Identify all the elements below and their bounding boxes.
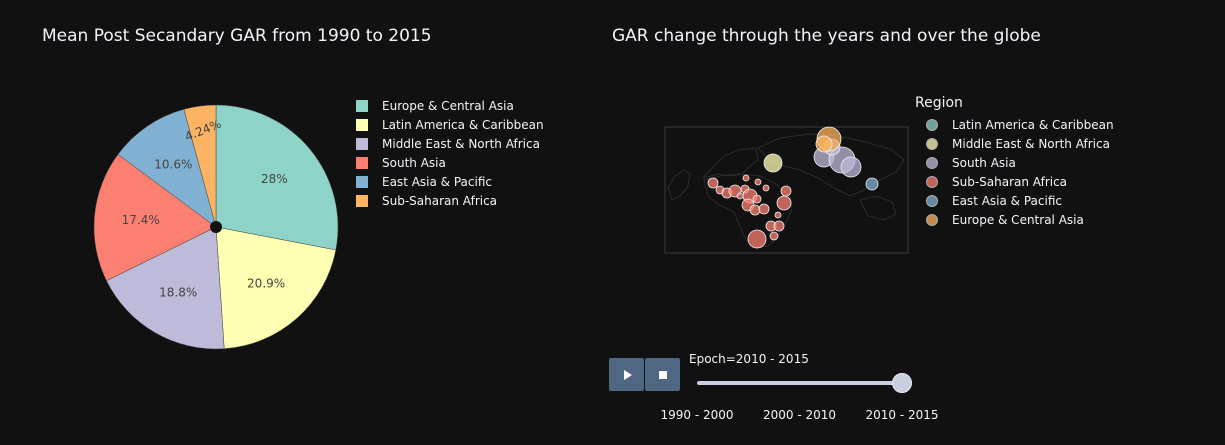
legend-item-sub-saharan-africa[interactable]: Sub-Saharan Africa xyxy=(356,191,544,210)
map-bubble-sub-saharan-africa[interactable] xyxy=(776,195,792,211)
map-bubble-sub-saharan-africa[interactable] xyxy=(707,177,719,189)
map-bubble-sub-saharan-africa[interactable] xyxy=(754,178,762,186)
map-bubble-south-asia[interactable] xyxy=(840,156,862,178)
map-legend-item-sub-saharan-africa[interactable]: Sub-Saharan Africa xyxy=(926,172,1114,191)
stop-button[interactable] xyxy=(645,358,680,391)
legend-label: South Asia xyxy=(382,155,446,170)
map-bubble-sub-saharan-africa[interactable] xyxy=(769,231,779,241)
legend-item-middle-east-and-north-africa[interactable]: Middle East & North Africa xyxy=(356,134,544,153)
map-bubble-sub-saharan-africa[interactable] xyxy=(780,185,792,197)
map-bubble-east-asia-and-pacific[interactable] xyxy=(865,177,879,191)
legend-label: Middle East & North Africa xyxy=(382,136,540,151)
legend-marker xyxy=(926,175,938,188)
map-legend-item-latin-america-and-caribbean[interactable]: Latin America & Caribbean xyxy=(926,115,1114,134)
legend-label: East Asia & Pacific xyxy=(952,193,1062,208)
legend-marker xyxy=(926,118,938,131)
map-bubble-sub-saharan-africa[interactable] xyxy=(736,192,744,200)
world-map[interactable] xyxy=(664,126,909,254)
americas-outline xyxy=(667,169,691,201)
legend-marker xyxy=(926,137,938,150)
legend-swatch xyxy=(356,194,368,207)
oceania-outline xyxy=(859,195,897,221)
map-bubble-europe-and-central-asia[interactable] xyxy=(815,135,833,153)
map-chart-title: GAR change through the years and over th… xyxy=(612,26,1041,46)
legend-label: Sub-Saharan Africa xyxy=(382,193,498,208)
map-legend-item-middle-east-and-north-africa[interactable]: Middle East & North Africa xyxy=(926,134,1114,153)
legend-label: Sub-Saharan Africa xyxy=(952,174,1068,189)
pie-slice-europe-and-central-asia[interactable] xyxy=(215,104,339,251)
map-bubble-sub-saharan-africa[interactable] xyxy=(774,211,782,219)
pie-value-label: 20.9% xyxy=(247,277,285,291)
map-bubble-sub-saharan-africa[interactable] xyxy=(752,194,762,204)
pie-slice-south-asia[interactable] xyxy=(93,154,217,282)
legend-marker xyxy=(926,213,938,226)
legend-marker xyxy=(926,156,938,169)
pie-value-label: 17.4% xyxy=(122,213,160,227)
pie-chart[interactable]: 28%20.9%18.8%17.4%10.6%4.24% xyxy=(93,104,339,350)
map-bubble-sub-saharan-africa[interactable] xyxy=(749,204,761,216)
map-bubble-sub-saharan-africa[interactable] xyxy=(773,220,785,232)
pie-center-dot xyxy=(210,221,222,233)
map-bubble-sub-saharan-africa[interactable] xyxy=(747,229,767,249)
legend-swatch xyxy=(356,137,368,150)
pie-slice-middle-east-and-north-africa[interactable] xyxy=(106,226,225,350)
pie-slice-sub-saharan-africa[interactable] xyxy=(183,104,217,228)
legend-swatch xyxy=(356,175,368,188)
legend-swatch xyxy=(356,99,368,112)
map-bubble-sub-saharan-africa[interactable] xyxy=(762,184,770,192)
pie-value-label: 28% xyxy=(261,172,288,186)
legend-label: South Asia xyxy=(952,155,1016,170)
legend-item-europe-and-central-asia[interactable]: Europe & Central Asia xyxy=(356,96,544,115)
legend-label: Latin America & Caribbean xyxy=(952,117,1114,132)
map-legend-item-south-asia[interactable]: South Asia xyxy=(926,153,1114,172)
legend-item-east-asia-and-pacific[interactable]: East Asia & Pacific xyxy=(356,172,544,191)
pie-slice-latin-america-and-caribbean[interactable] xyxy=(215,226,337,349)
pie-slice-east-asia-and-pacific[interactable] xyxy=(117,109,217,228)
map-bubble-sub-saharan-africa[interactable] xyxy=(742,174,750,182)
map-legend-item-east-asia-and-pacific[interactable]: East Asia & Pacific xyxy=(926,191,1114,210)
europe-outline xyxy=(701,147,759,179)
pie-legend: Europe & Central Asia Latin America & Car… xyxy=(356,96,544,210)
slider-track[interactable] xyxy=(697,381,902,385)
legend-marker xyxy=(926,194,938,207)
legend-label: Middle East & North Africa xyxy=(952,136,1110,151)
legend-label: East Asia & Pacific xyxy=(382,174,492,189)
map-bubble-sub-saharan-africa[interactable] xyxy=(758,203,770,215)
map-bubble-middle-east-and-north-africa[interactable] xyxy=(763,153,783,173)
play-button[interactable] xyxy=(609,358,644,391)
slider-current-value: Epoch=2010 - 2015 xyxy=(689,352,809,366)
stop-icon xyxy=(658,370,667,379)
legend-label: Europe & Central Asia xyxy=(382,98,514,113)
slider-handle[interactable] xyxy=(892,373,912,393)
pie-value-label: 18.8% xyxy=(159,286,197,300)
pie-chart-title: Mean Post Secandary GAR from 1990 to 201… xyxy=(42,26,432,46)
map-frame xyxy=(664,126,909,254)
slider-tick-label[interactable]: 2010 - 2015 xyxy=(865,408,939,422)
pie-value-label: 10.6% xyxy=(154,158,192,172)
legend-item-south-asia[interactable]: South Asia xyxy=(356,153,544,172)
legend-item-latin-america-and-caribbean[interactable]: Latin America & Caribbean xyxy=(356,115,544,134)
slider-tick-label[interactable]: 2000 - 2010 xyxy=(762,408,837,422)
play-icon xyxy=(623,369,632,380)
legend-swatch xyxy=(356,118,368,131)
slider-tick-label[interactable]: 1990 - 2000 xyxy=(660,408,734,422)
map-legend: Region Latin America & Caribbean Middle E… xyxy=(915,95,1114,229)
legend-label: Europe & Central Asia xyxy=(952,212,1084,227)
legend-label: Latin America & Caribbean xyxy=(382,117,544,132)
map-legend-item-europe-and-central-asia[interactable]: Europe & Central Asia xyxy=(926,210,1114,229)
legend-swatch xyxy=(356,156,368,169)
map-bubbles xyxy=(707,126,879,249)
map-legend-title: Region xyxy=(915,95,963,111)
